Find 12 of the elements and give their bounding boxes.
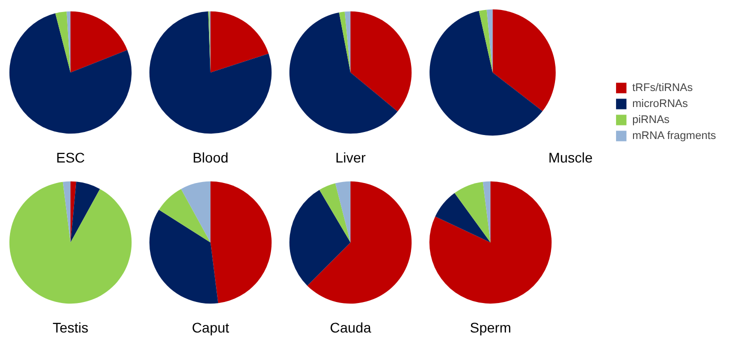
text: Cauda [330, 320, 372, 336]
text: Sperm [470, 320, 512, 336]
text: Caput [192, 320, 230, 336]
legend-label: microRNAs [632, 98, 688, 110]
text: Muscle [548, 150, 593, 166]
legend-label: mRNA fragments [632, 130, 716, 142]
text: Blood [192, 150, 228, 166]
legend-label: tRFs/tiRNAs [632, 82, 693, 94]
text: Testis [52, 320, 88, 336]
legend-label: piRNAs [632, 114, 670, 126]
text: ESC [56, 150, 85, 166]
text: Liver [335, 150, 366, 166]
